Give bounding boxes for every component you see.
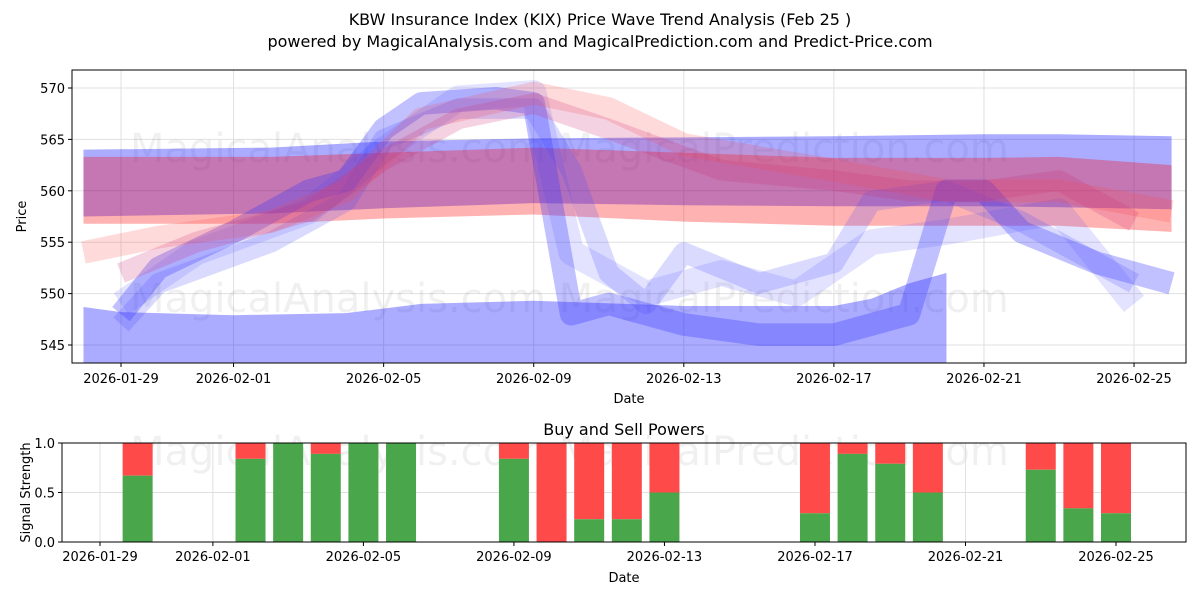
y-axis-label: Signal Strength [19,442,34,542]
bar-chart-title: Buy and Sell Powers [543,420,705,439]
buy-bar [649,492,680,542]
blue-upper-band [83,134,1172,217]
chart-subtitle: powered by MagicalAnalysis.com and Magic… [267,32,933,51]
watermark: MagicalAnalysis.com MagicalPrediction.co… [130,126,1009,172]
sell-bar [122,443,153,476]
x-tick-label: 2026-02-25 [1078,550,1154,565]
y-tick-label: 0.0 [34,536,55,551]
x-tick-label: 2026-02-05 [326,550,402,565]
sell-bar [1025,443,1056,470]
buy-bar [1101,513,1132,542]
x-tick-label: 2026-02-13 [646,372,722,387]
buy-bar [273,443,304,542]
y-tick-label: 1.0 [34,437,55,452]
buy-bar [122,475,153,542]
x-tick-label: 2026-01-29 [62,550,138,565]
sell-bar [574,443,605,520]
sell-bar [1101,443,1132,514]
x-tick-label: 2026-02-25 [1096,372,1172,387]
red-wave-2 [117,93,1139,283]
sell-bar [611,443,642,520]
x-axis-label: Date [608,571,639,586]
x-tick-label: 2026-02-09 [476,550,552,565]
buy-bar [611,519,642,542]
buy-bar [799,513,830,542]
sell-bar [837,443,868,454]
chart-title: KBW Insurance Index (KIX) Price Wave Tre… [348,10,852,29]
y-tick-label: 570 [40,82,65,97]
sell-bar [1063,443,1094,509]
watermark: MagicalAnalysis.com MagicalPrediction.co… [130,276,1009,322]
sell-bar [536,443,567,542]
x-tick-label: 2026-02-17 [796,372,872,387]
sell-bar [875,443,906,464]
y-tick-label: 0.5 [34,487,55,502]
red-band [83,147,1172,232]
buy-bar [498,458,529,542]
plot-area: MagicalAnalysis.com MagicalPrediction.co… [81,80,1175,363]
y-tick-label: 565 [40,133,65,148]
x-tick-label: 2026-02-13 [627,550,703,565]
buy-bar [1063,508,1094,542]
blue-wave-2 [113,98,1139,332]
buy-bar [348,443,379,542]
y-tick-label: 550 [40,288,65,303]
x-tick-label: 2026-02-01 [175,550,251,565]
blue-wave-3 [113,80,1145,315]
sell-bar [799,443,830,514]
blue-lower-band [83,273,947,363]
x-tick-label: 2026-02-01 [196,372,272,387]
sell-bar [310,443,341,454]
buy-bar [837,453,868,542]
x-axis-label: Date [613,392,644,407]
y-tick-label: 545 [40,339,65,354]
sell-bar [649,443,680,493]
x-tick-label: 2026-02-21 [946,372,1022,387]
plot-frame [71,69,1187,364]
sell-bar [498,443,529,459]
blue-wave-main [112,86,1175,347]
red-wave-1 [81,81,1174,264]
sell-bar [912,443,943,493]
x-tick-label: 2026-02-05 [346,372,422,387]
x-tick-label: 2026-02-17 [777,550,853,565]
buy-bar [1025,469,1056,542]
x-tick-label: 2026-01-29 [83,372,159,387]
y-tick-label: 555 [40,236,65,251]
buy-bar [912,492,943,542]
y-axis-label: Price [15,201,30,233]
y-tick-label: 560 [40,185,65,200]
x-tick-label: 2026-02-09 [496,372,572,387]
buy-bar [386,443,417,542]
buy-bar [875,463,906,542]
buy-bar [310,453,341,542]
x-tick-label: 2026-02-21 [928,550,1004,565]
buy-bar [574,519,605,542]
buy-bar [235,458,266,542]
sell-bar [235,443,266,459]
